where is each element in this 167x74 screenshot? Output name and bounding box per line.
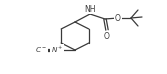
Text: O: O (115, 13, 121, 22)
Text: O: O (104, 32, 110, 40)
Text: NH: NH (84, 5, 96, 13)
Text: $C^-$: $C^-$ (35, 46, 47, 54)
Text: $N^+$: $N^+$ (51, 45, 63, 55)
